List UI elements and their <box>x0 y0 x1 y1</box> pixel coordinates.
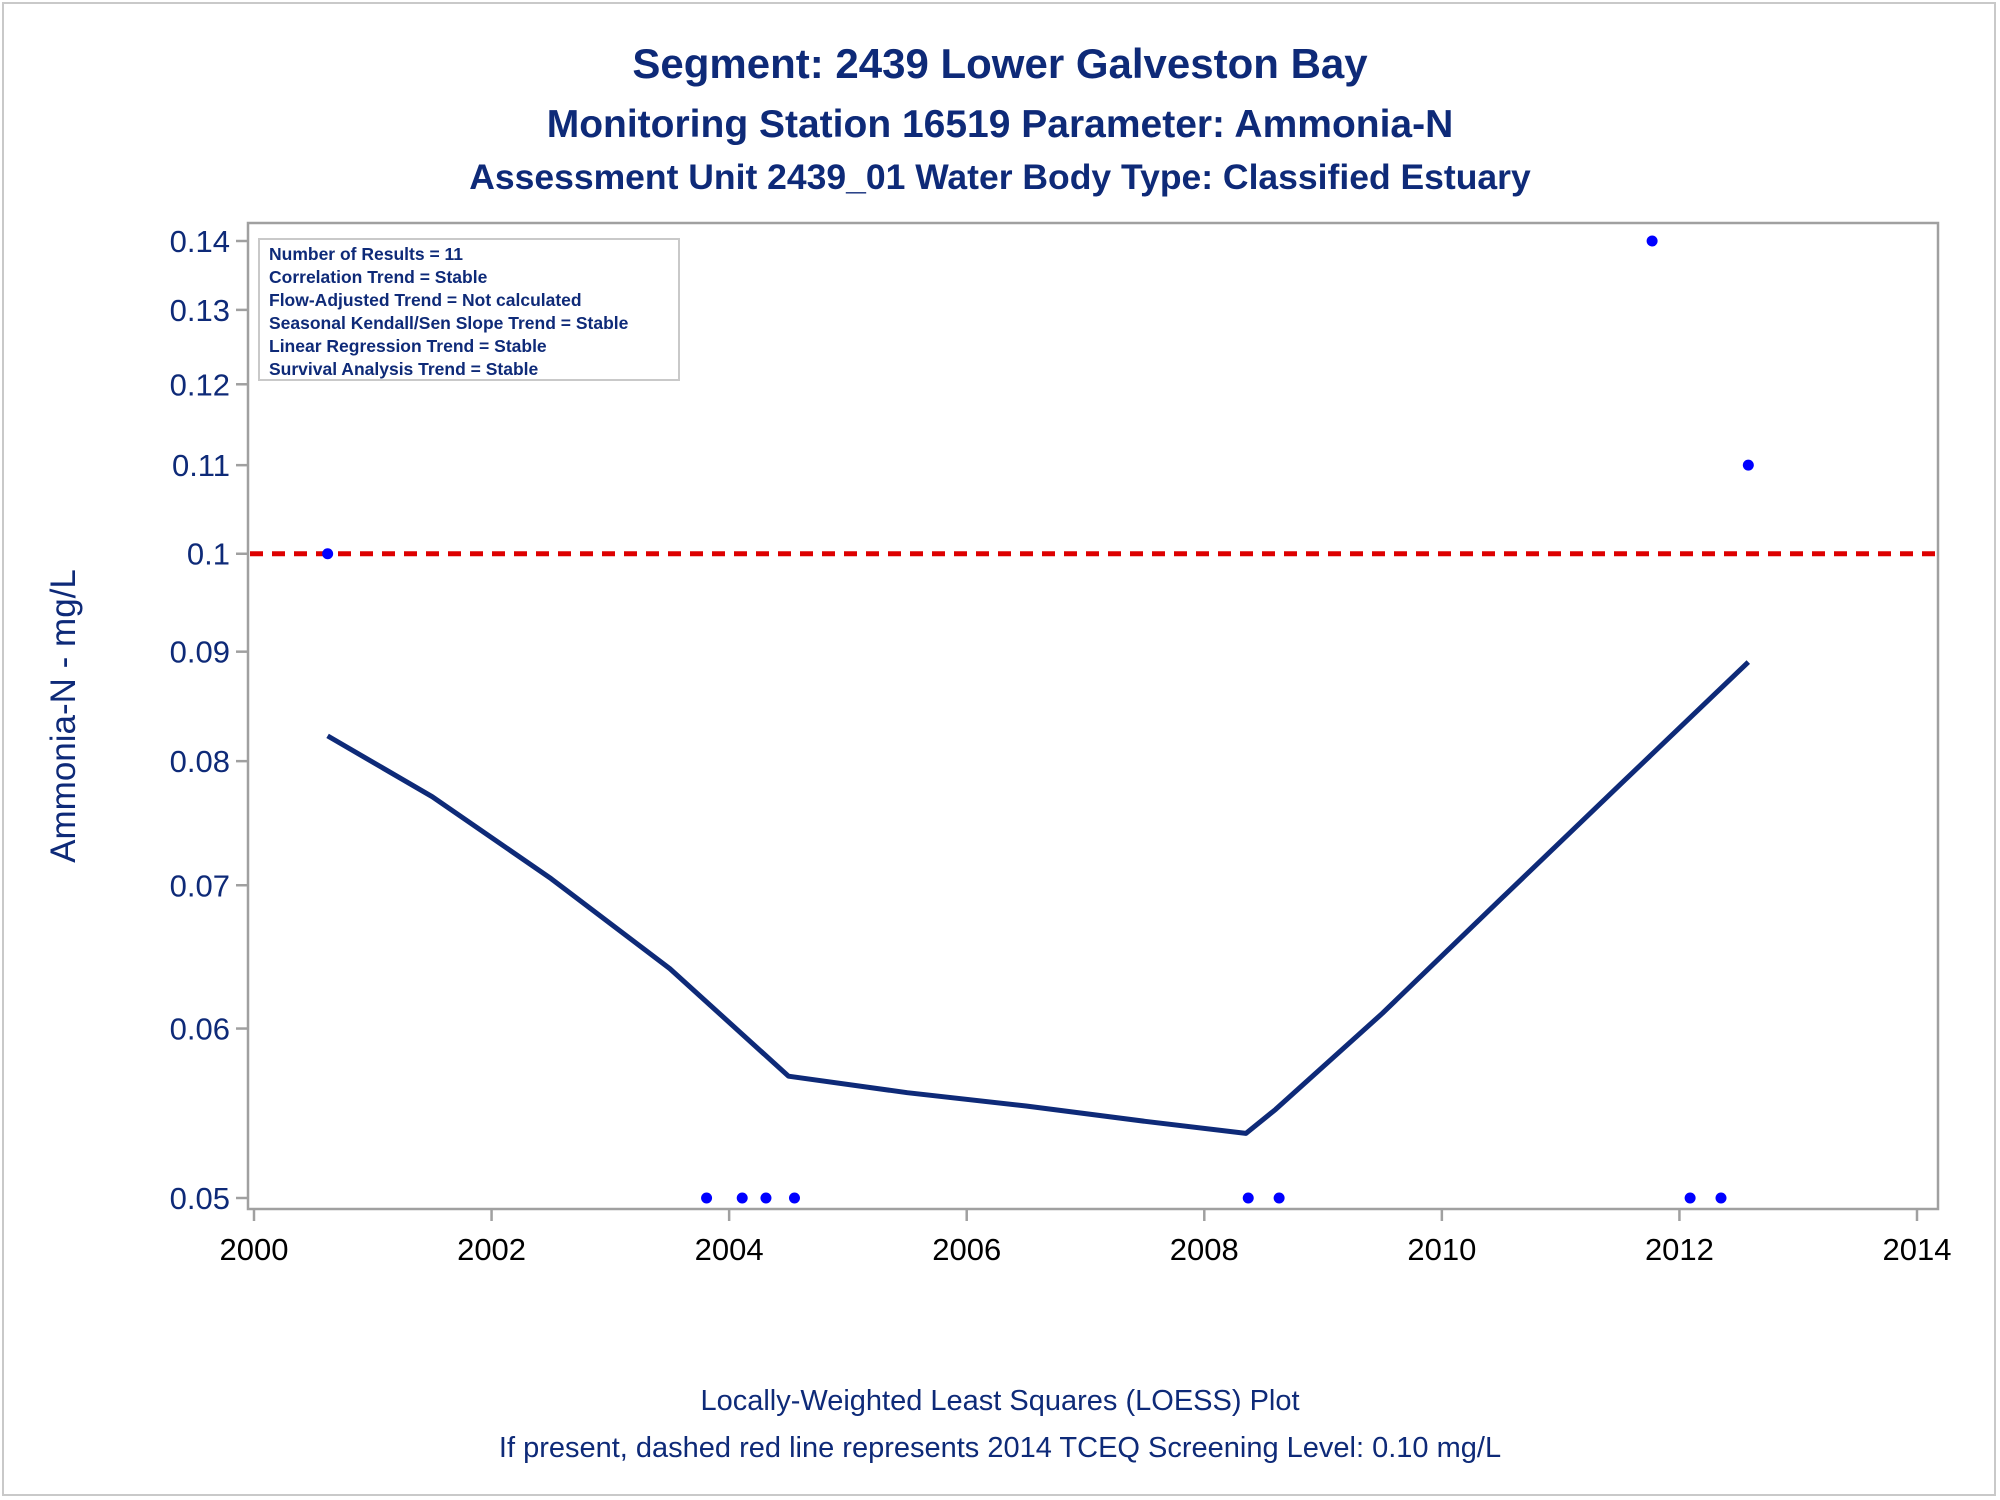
x-tick-label: 2000 <box>220 1232 289 1267</box>
footnote-loess: Locally-Weighted Least Squares (LOESS) P… <box>700 1385 1299 1417</box>
legend-line-4: Seasonal Kendall/Sen Slope Trend = Stabl… <box>269 313 629 333</box>
x-tick-label: 2006 <box>932 1232 1001 1267</box>
data-point <box>788 1192 800 1204</box>
x-tick-label: 2002 <box>457 1232 526 1267</box>
chart-title: Segment: 2439 Lower Galveston Bay <box>632 40 1368 87</box>
y-tick-label: 0.09 <box>170 635 230 670</box>
data-point <box>1715 1192 1727 1204</box>
legend-box <box>258 238 680 381</box>
y-tick-label: 0.05 <box>170 1181 230 1216</box>
data-point <box>701 1192 713 1204</box>
y-tick-label: 0.11 <box>172 448 230 483</box>
y-tick-label: 0.07 <box>170 868 230 903</box>
x-tick-label: 2010 <box>1407 1232 1476 1267</box>
y-tick-label: 0.1 <box>187 537 230 572</box>
data-point <box>736 1192 748 1204</box>
x-tick-label: 2008 <box>1170 1232 1239 1267</box>
data-point <box>1684 1192 1696 1204</box>
y-tick-label: 0.13 <box>170 293 230 328</box>
legend-line-5: Linear Regression Trend = Stable <box>269 336 547 356</box>
data-point <box>1273 1192 1285 1204</box>
chart-subtitle: Monitoring Station 16519 Parameter: Ammo… <box>547 103 1454 146</box>
loess-trend-line <box>326 660 1751 1136</box>
legend-line-6: Survival Analysis Trend = Stable <box>269 359 539 379</box>
data-points <box>322 235 1754 1204</box>
legend-line-2: Correlation Trend = Stable <box>269 267 488 287</box>
x-axis: 2000 2002 2004 2006 2008 2010 2012 2014 <box>220 1209 1952 1267</box>
data-point <box>1242 1192 1254 1204</box>
legend-line-1: Number of Results = 11 <box>269 244 463 264</box>
y-tick-label: 0.14 <box>170 224 230 259</box>
stats-legend: Number of Results = 11 Correlation Trend… <box>258 238 680 381</box>
x-tick-label: 2014 <box>1883 1232 1952 1267</box>
x-tick-label: 2012 <box>1645 1232 1714 1267</box>
legend-line-3: Flow-Adjusted Trend = Not calculated <box>269 290 582 310</box>
chart-subtitle-2: Assessment Unit 2439_01 Water Body Type:… <box>469 157 1531 197</box>
y-tick-label: 0.12 <box>170 367 230 402</box>
data-point <box>1742 459 1754 471</box>
y-axis: 0.05 0.06 0.07 0.08 0.09 0.1 0.11 0.12 0.13 0.14 <box>170 224 248 1216</box>
footnote-screening: If present, dashed red line represents 2… <box>499 1432 1501 1464</box>
y-axis-label: Ammonia-N - mg/L <box>44 569 83 863</box>
y-tick-label: 0.06 <box>170 1012 230 1047</box>
data-point <box>760 1192 772 1204</box>
data-point <box>1646 235 1658 247</box>
data-point <box>322 548 334 560</box>
x-tick-label: 2004 <box>695 1232 764 1267</box>
y-tick-label: 0.08 <box>170 744 230 779</box>
plot-area <box>246 221 1940 1211</box>
